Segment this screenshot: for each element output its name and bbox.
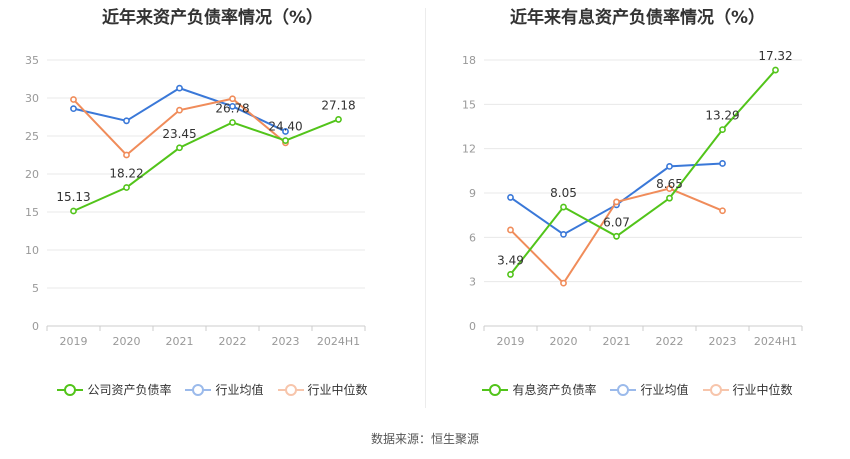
x-tick-label: 2021 (166, 335, 194, 348)
x-tick-label: 2023 (709, 335, 737, 348)
data-point (560, 279, 567, 287)
data-source-note: 数据来源：恒生聚源 (370, 432, 479, 446)
x-tick-label: 2019 (60, 335, 88, 348)
x-tick-label: 2020 (113, 335, 141, 348)
data-point (613, 198, 620, 206)
data-point (507, 226, 514, 234)
y-tick-label: 20 (25, 168, 39, 181)
data-point (772, 66, 779, 74)
data-point (229, 102, 236, 110)
data-label: 17.32 (758, 49, 792, 63)
legend-label: 行业中位数 (307, 383, 368, 397)
data-label: 18.22 (109, 167, 143, 181)
data-label: 26.78 (215, 101, 249, 115)
y-tick-label: 3 (469, 276, 476, 289)
x-tick-label: 2024H1 (317, 335, 360, 348)
legend-item-industry-mean[interactable]: 行业均值 (185, 381, 264, 398)
y-tick-label: 35 (25, 54, 39, 67)
data-point (70, 105, 77, 113)
legend-swatch-icon (57, 383, 84, 396)
y-tick-label: 15 (25, 206, 39, 219)
data-point (229, 119, 236, 126)
legend-item-industry-mean[interactable]: 行业均值 (610, 381, 689, 398)
data-point (560, 230, 567, 238)
legend-swatch-icon (482, 383, 509, 396)
data-label: 23.45 (162, 127, 196, 141)
data-point (507, 271, 514, 278)
chart-legend: 有息资产负债率 行业均值 行业中位数 (425, 381, 850, 398)
x-tick-label: 2019 (497, 335, 525, 348)
legend-label: 公司资产负债率 (87, 383, 172, 397)
data-label: 6.07 (603, 215, 630, 229)
y-tick-label: 9 (469, 187, 476, 200)
data-point (176, 144, 183, 152)
chart-plot: 0 5 10 15 20 25 30 35 2019 2020 2021 2022 2023 2024H1… (25, 54, 366, 348)
data-point (666, 185, 673, 192)
data-label: 8.65 (656, 177, 683, 191)
y-tick-label: 6 (469, 231, 476, 244)
panel-divider (425, 8, 426, 408)
data-point (335, 116, 342, 123)
x-tick-label: 2022 (219, 335, 247, 348)
legend-item-company[interactable]: 公司资产负债率 (57, 381, 171, 398)
series-line (509, 69, 777, 276)
data-point (719, 207, 726, 215)
data-point (282, 128, 289, 135)
legend-label: 行业均值 (215, 383, 264, 397)
chart-legend: 公司资产负债率 行业均值 行业中位数 (0, 381, 425, 398)
data-point (666, 162, 673, 170)
data-point (666, 194, 673, 202)
legend-swatch-icon (185, 383, 212, 396)
y-tick-label: 30 (25, 92, 39, 105)
legend-label: 有息资产负债率 (512, 383, 597, 397)
y-tick-label: 18 (462, 54, 476, 67)
data-point (719, 126, 726, 134)
y-tick-label: 12 (462, 143, 476, 156)
data-label: 3.49 (497, 253, 524, 267)
x-tick-label: 2022 (656, 335, 684, 348)
legend-item-industry-median[interactable]: 行业中位数 (277, 381, 368, 398)
data-point (70, 96, 77, 103)
data-label: 15.13 (56, 190, 90, 204)
legend-swatch-icon (702, 383, 729, 396)
chart-plot: 0 3 6 9 12 15 18 2019 2020 2021 2022 2023 2024H1 3.49… (462, 49, 803, 348)
data-point (123, 117, 130, 125)
series-line (73, 118, 339, 212)
legend-swatch-icon (610, 383, 637, 396)
legend-swatch-icon (277, 383, 304, 396)
chart-panel-right: 近年来有息资产负债率情况（%） 0 3 6 9 12 15 18 2019 2020 2021 20… (425, 0, 850, 410)
data-point (282, 137, 289, 144)
legend-item-company[interactable]: 有息资产负债率 (482, 381, 596, 398)
y-tick-label: 0 (32, 320, 39, 333)
data-point (123, 184, 130, 191)
x-tick-label: 2021 (603, 335, 631, 348)
chart-title: 近年来有息资产负债率情况（%） (509, 8, 766, 28)
data-point (70, 207, 77, 215)
data-label: 8.05 (550, 186, 577, 200)
data-point (613, 232, 620, 240)
legend-label: 行业中位数 (732, 383, 793, 397)
legend-item-industry-median[interactable]: 行业中位数 (702, 381, 793, 398)
data-label: 24.40 (268, 120, 302, 134)
data-point (229, 95, 236, 103)
data-label: 27.18 (321, 98, 355, 112)
y-tick-label: 5 (32, 282, 39, 295)
y-tick-label: 25 (25, 130, 39, 143)
y-tick-label: 15 (462, 98, 476, 111)
legend-label: 行业均值 (640, 383, 689, 397)
x-tick-label: 2023 (272, 335, 300, 348)
data-point (719, 160, 726, 167)
chart-panel-left: 近年来资产负债率情况（%） 0 5 10 15 20 25 30 35 2019 2020 2021… (0, 0, 425, 410)
data-point (123, 151, 130, 159)
data-point (176, 84, 183, 92)
y-tick-label: 10 (25, 244, 39, 257)
data-label: 13.29 (705, 109, 739, 123)
data-point (560, 203, 567, 211)
chart-title: 近年来资产负债率情况（%） (101, 8, 324, 28)
data-point (176, 106, 183, 114)
x-tick-label: 2024H1 (754, 335, 797, 348)
y-tick-label: 0 (469, 320, 476, 333)
x-tick-label: 2020 (550, 335, 578, 348)
data-point (507, 194, 514, 201)
